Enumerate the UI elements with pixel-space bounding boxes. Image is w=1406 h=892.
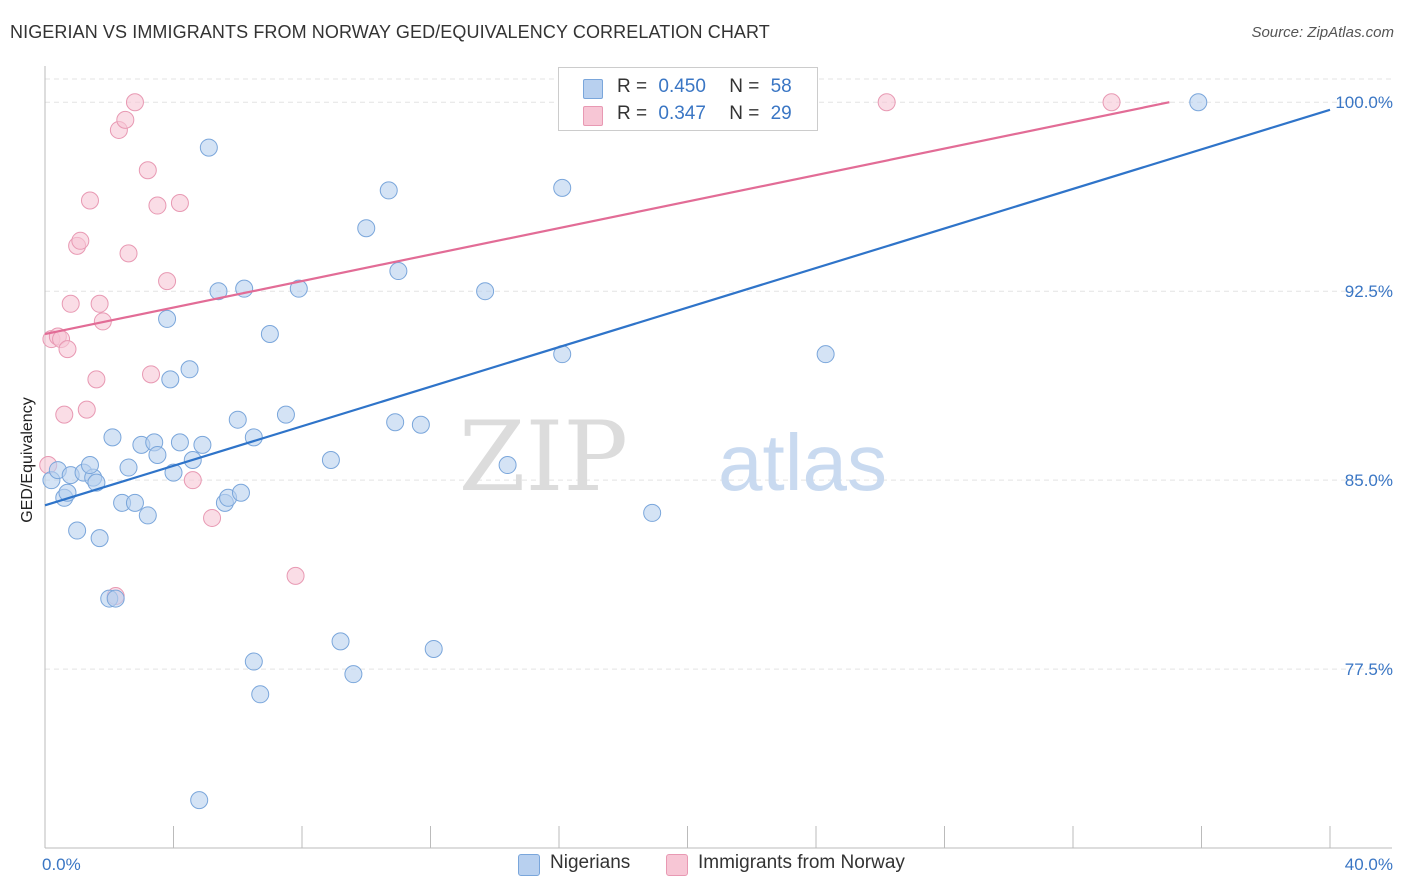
data-point-norway	[203, 508, 222, 527]
y-tick-label: 92.5%	[1345, 282, 1393, 301]
data-point-nigerians	[106, 589, 125, 608]
data-point-nigerians	[158, 309, 177, 328]
legend-label: Nigerians	[550, 852, 631, 873]
data-point-nigerians	[164, 463, 183, 482]
stats-text: R = 0.450 N = 58	[617, 76, 792, 98]
x-tick-label: 0.0%	[42, 855, 81, 874]
data-point-norway	[877, 93, 896, 112]
data-point-nigerians	[190, 791, 209, 810]
data-point-norway	[138, 161, 157, 180]
data-point-nigerians	[125, 493, 144, 512]
r-value: 0.450	[658, 76, 706, 97]
data-point-norway	[71, 231, 90, 250]
data-point-nigerians	[148, 445, 167, 464]
y-axis-label: GED/Equivalency	[19, 397, 36, 523]
data-point-norway	[61, 294, 80, 313]
data-point-nigerians	[643, 503, 662, 522]
data-point-nigerians	[231, 483, 250, 502]
stats-legend: R = 0.450 N = 58 R = 0.347 N = 29	[558, 67, 818, 131]
source-label: Source: ZipAtlas.com	[1251, 24, 1394, 41]
data-point-nigerians	[289, 279, 308, 298]
data-point-nigerians	[816, 345, 835, 364]
n-value: 58	[770, 76, 792, 97]
data-point-norway	[90, 294, 109, 313]
data-point-nigerians	[1189, 93, 1208, 112]
data-point-nigerians	[498, 456, 517, 475]
data-point-nigerians	[193, 435, 212, 454]
y-tick-label: 100.0%	[1335, 93, 1393, 112]
data-point-nigerians	[251, 685, 270, 704]
r-value: 0.347	[658, 103, 706, 124]
data-point-norway	[77, 400, 96, 419]
trend-lines	[44, 101, 1331, 507]
data-point-nigerians	[357, 219, 376, 238]
data-point-nigerians	[331, 632, 350, 651]
watermark-atlas: atlas	[718, 418, 887, 507]
data-point-nigerians	[476, 282, 495, 301]
data-point-nigerians	[389, 262, 408, 281]
data-point-norway	[55, 405, 74, 424]
data-point-norway	[158, 272, 177, 291]
data-point-norway	[80, 191, 99, 210]
trend-line-norway	[44, 101, 1170, 336]
watermark: ZIP atlas	[459, 401, 887, 513]
data-point-nigerians	[260, 325, 279, 344]
data-point-nigerians	[119, 458, 138, 477]
n-value: 29	[770, 103, 792, 124]
r-label: R =	[617, 103, 648, 124]
watermark-zip: ZIP	[459, 401, 628, 513]
r-label: R =	[617, 76, 648, 97]
data-point-nigerians	[80, 456, 99, 475]
nigerians-legend-swatch	[518, 854, 540, 876]
data-point-nigerians	[276, 405, 295, 424]
data-point-nigerians	[103, 428, 122, 447]
grid-lines	[45, 78, 1392, 670]
data-point-norway	[170, 194, 189, 213]
data-point-norway	[116, 110, 135, 129]
series-norway-points	[39, 93, 1121, 606]
data-point-nigerians	[424, 639, 443, 658]
n-label: N =	[729, 76, 760, 97]
norway-swatch	[583, 106, 603, 126]
data-point-norway	[148, 196, 167, 215]
data-point-norway	[183, 471, 202, 490]
data-point-norway	[125, 93, 144, 112]
data-point-nigerians	[138, 506, 157, 525]
data-point-nigerians	[321, 451, 340, 469]
y-tick-label: 77.5%	[1345, 660, 1393, 679]
x-tick-label: 40.0%	[1345, 855, 1393, 874]
norway-legend-swatch	[666, 854, 688, 876]
y-tick-label: 85.0%	[1345, 471, 1393, 490]
data-point-nigerians	[68, 521, 87, 540]
data-point-nigerians	[209, 282, 228, 301]
data-point-norway	[119, 244, 138, 263]
chart-title: NIGERIAN VS IMMIGRANTS FROM NORWAY GED/E…	[10, 22, 770, 42]
data-point-nigerians	[553, 178, 572, 197]
data-point-nigerians	[90, 529, 109, 548]
stats-text: R = 0.347 N = 29	[617, 103, 792, 125]
data-point-nigerians	[87, 473, 106, 492]
data-point-nigerians	[199, 138, 218, 157]
legend-label: Immigrants from Norway	[698, 852, 905, 873]
data-point-nigerians	[244, 652, 263, 671]
data-point-nigerians	[344, 665, 363, 684]
n-label: N =	[729, 103, 760, 124]
data-point-nigerians	[411, 415, 430, 434]
trend-line-nigerians	[44, 108, 1331, 507]
data-point-nigerians	[180, 360, 199, 379]
data-point-norway	[286, 566, 305, 585]
tick-labels: 100.0% 92.5% 85.0% 77.5% 0.0% 40.0%	[42, 93, 1393, 874]
data-point-norway	[87, 370, 106, 389]
data-point-norway	[142, 365, 161, 384]
data-point-nigerians	[170, 433, 189, 452]
data-point-nigerians	[386, 413, 405, 432]
data-point-norway	[1102, 93, 1121, 112]
data-point-nigerians	[228, 410, 247, 429]
nigerians-swatch	[583, 79, 603, 99]
data-point-nigerians	[379, 181, 398, 200]
data-point-norway	[58, 340, 77, 359]
data-point-nigerians	[161, 370, 180, 389]
